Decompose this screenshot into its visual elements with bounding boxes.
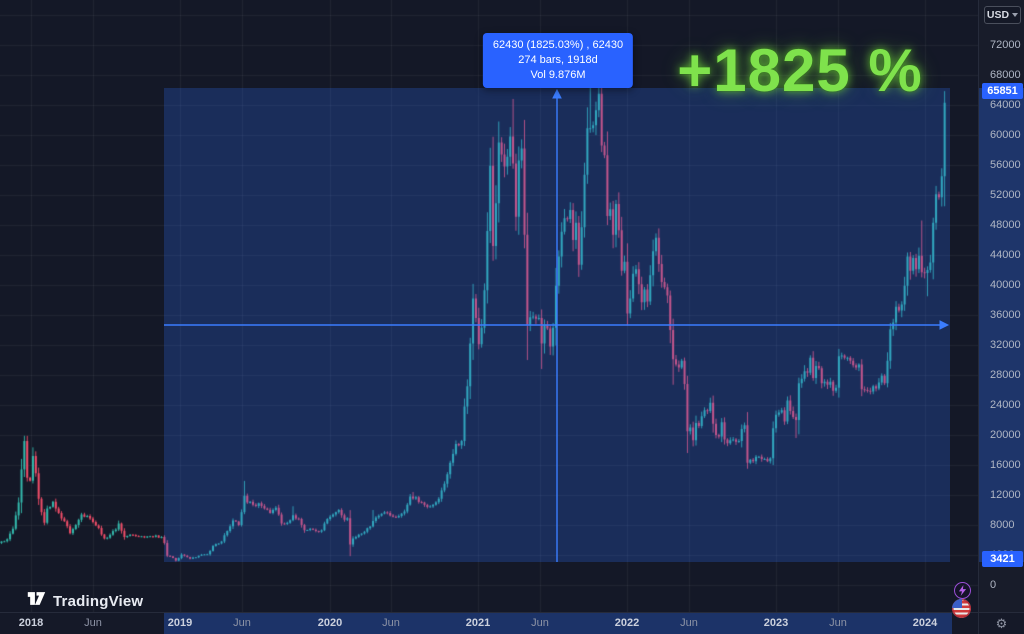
price-tick-label: 48000 <box>990 219 1021 231</box>
time-tick-month-label: Jun <box>829 617 847 629</box>
tradingview-logo-text: TradingView <box>53 592 144 610</box>
price-tick-label: 32000 <box>990 339 1021 351</box>
price-tick-label: 36000 <box>990 309 1021 321</box>
price-badge: 3421 <box>982 551 1023 568</box>
time-tick-month-label: Jun <box>233 617 251 629</box>
price-tick-label: 8000 <box>990 519 1015 531</box>
lightning-icon[interactable] <box>954 582 971 599</box>
time-tick-year-label: 2019 <box>167 617 193 629</box>
time-tick-year-label: 2023 <box>763 617 789 629</box>
price-tick-label: 52000 <box>990 189 1021 201</box>
price-tick-label: 64000 <box>990 99 1021 111</box>
candlestick-chart-canvas[interactable] <box>0 0 978 612</box>
time-tick-year-label: 2018 <box>18 617 44 629</box>
us-flag-canton <box>952 599 963 609</box>
price-tick-label: 68000 <box>990 69 1021 81</box>
tradingview-mark-icon <box>27 591 46 611</box>
time-tick-month-label: Jun <box>680 617 698 629</box>
measure-tooltip-volume: Vol 9.876M <box>530 69 586 81</box>
us-flag-icon[interactable] <box>952 599 971 618</box>
price-badge: 65851 <box>982 83 1023 100</box>
time-tick-month-label: Jun <box>84 617 102 629</box>
tradingview-logo[interactable]: TradingView <box>27 591 143 611</box>
gear-icon[interactable]: ⚙ <box>995 615 1008 631</box>
time-axis-measure-highlight <box>164 613 952 634</box>
time-tick-year-label: 2020 <box>317 617 343 629</box>
currency-dropdown-label: USD <box>986 9 1010 21</box>
time-axis[interactable]: 2018 Jun 2019 Jun 2020 Jun 2021 Jun 2022 Jun 2023 J… <box>0 612 1024 634</box>
price-tick-label: 12000 <box>990 489 1021 501</box>
price-tick-label: 60000 <box>990 129 1021 141</box>
measure-tooltip-change: 62430 (1825.03%) , 62430 <box>492 39 624 51</box>
measure-tooltip-bars: 274 bars, 1918d <box>518 54 598 66</box>
price-tick-label: 72000 <box>990 39 1021 51</box>
price-tick-label: 40000 <box>990 279 1021 291</box>
time-tick-month-label: Jun <box>382 617 400 629</box>
currency-dropdown[interactable]: USD <box>984 6 1021 24</box>
price-tick-label: 44000 <box>990 249 1021 261</box>
time-tick-year-label: 2021 <box>465 617 491 629</box>
time-tick-year-label: 2022 <box>614 617 640 629</box>
chart-pane[interactable]: 62430 (1825.03%) , 62430 274 bars, 1918d… <box>0 0 978 612</box>
price-tick-label: 20000 <box>990 429 1021 441</box>
time-tick-month-label: Jun <box>531 617 549 629</box>
price-tick-label: 24000 <box>990 399 1021 411</box>
time-tick-year-label: 2024 <box>912 617 938 629</box>
gain-annotation: +1825 % <box>677 37 923 104</box>
axis-settings-corner[interactable]: ⚙ <box>978 612 1024 634</box>
price-tick-label: 56000 <box>990 159 1021 171</box>
measure-tooltip: 62430 (1825.03%) , 62430 274 bars, 1918d… <box>482 33 634 88</box>
measure-tool-box[interactable] <box>164 88 950 562</box>
price-axis[interactable]: 72000 68000 64000 60000 56000 52000 48000 44000… <box>978 0 1024 612</box>
price-tick-label: 28000 <box>990 369 1021 381</box>
price-axis-measure-highlight <box>979 88 1024 562</box>
price-tick-label: 16000 <box>990 459 1021 471</box>
price-tick-label: 0 <box>990 579 997 591</box>
chevron-down-icon <box>1012 13 1019 17</box>
